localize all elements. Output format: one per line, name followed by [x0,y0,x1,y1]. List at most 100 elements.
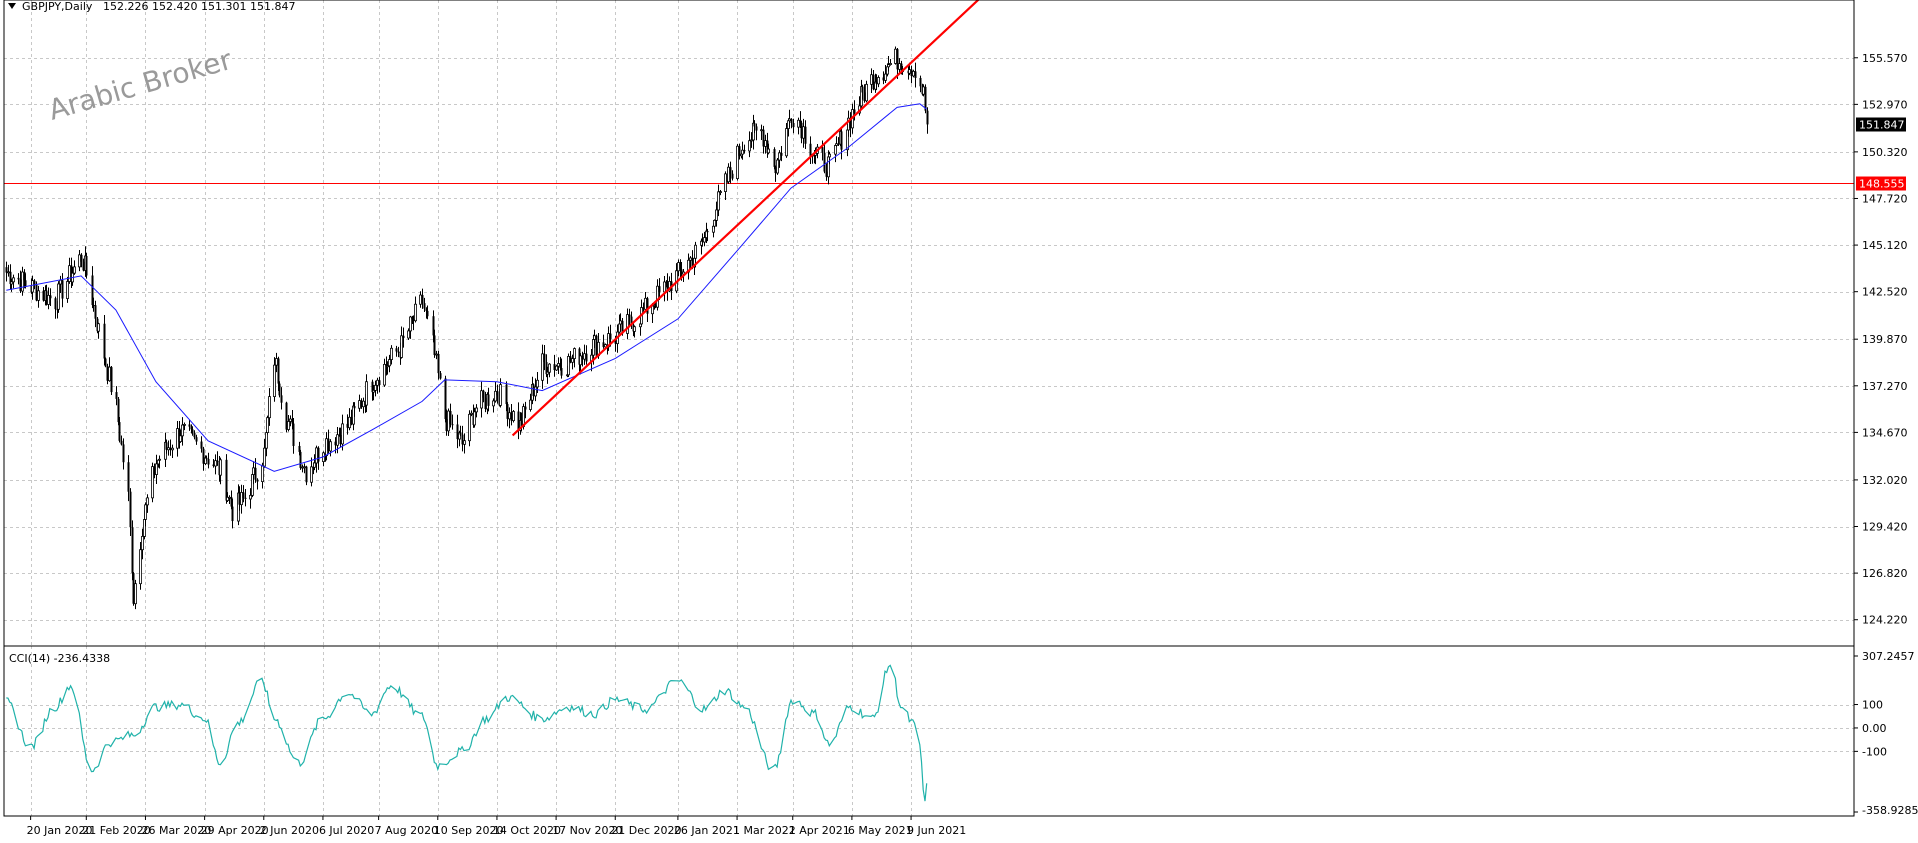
candle-body-bull [310,466,313,483]
time-axis-label: 20 Jan 2020 [27,824,93,837]
price-axis[interactable]: 155.570 152.970 150.320 147.720 145.120 142.5… [1854,52,1908,627]
level-price-tag [1856,176,1906,191]
time-axis-label: 17 Nov 2020 [552,824,622,837]
candle-body-bear [609,333,612,339]
price-axis-label: 137.270 [1862,380,1908,393]
candle-body-bear [658,286,661,292]
candle-body-bull [388,359,391,367]
candle-body-bear [299,451,302,468]
candle-body-bear [205,457,208,459]
price-axis-label: 155.570 [1862,52,1908,65]
trendline[interactable] [511,0,986,437]
time-axis-label: 26 Jan 2021 [674,824,740,837]
candle-body-bear [371,381,374,393]
candle-body-bear [743,150,746,152]
candle-body-bear [496,391,499,396]
candle-body-bull [593,335,596,340]
candle-body-bear [585,353,588,362]
candle-body-bull [313,462,316,468]
candle-body-bull [372,389,375,393]
candle-body-bear [849,118,852,128]
candle-body-bull [785,128,788,157]
candle-body-bear [305,466,308,483]
candle-body-bull [555,365,558,371]
candle-body-bear [23,272,26,281]
candle-body-bear [520,420,523,427]
candle-body-bull [219,459,222,476]
candle-body-bear [61,280,64,299]
candle-body-bull [694,244,697,259]
candle-body-bear [132,573,135,604]
candle-body-bull [329,441,332,452]
candle-body-bull [719,191,722,193]
candle-body-bear [131,527,134,574]
candle-body-bull [409,316,412,332]
candle-body-bear [91,275,94,306]
candle-body-bull [778,152,781,161]
candle-body-bear [5,267,8,273]
candle-body-bull [315,447,318,464]
candle-body-bull [870,74,873,85]
candle-body-bull [151,466,154,499]
time-axis-label: 2 Apr 2021 [789,824,850,837]
time-axis-label: 29 Apr 2020 [201,824,269,837]
candle-body-bear [487,394,490,406]
cci-axis[interactable]: 307.2457 100 0.00 -100 -358.9285 [1854,650,1918,817]
price-axis-label: 152.970 [1862,98,1908,111]
candle-body-bear [524,406,527,410]
candle-body-bear [360,400,363,407]
candle-body-bear [569,356,572,363]
time-axis-label: 10 Sep 2020 [434,824,504,837]
candle-body-bear [397,351,400,353]
candle-body-bear [169,447,172,450]
candle-body-bear [773,149,776,167]
candle-body-bull [249,494,252,500]
candle-body-bull [252,467,255,475]
candle-body-bull [390,347,393,360]
candle-body-bear [35,284,38,301]
candle-body-bull [776,159,779,174]
candle-body-bull [480,390,483,409]
candle-body-bear [120,440,123,445]
candle-body-bull [386,365,389,368]
candle-body-bear [456,424,459,440]
candle-body-bull [240,492,243,506]
candle-body-bear [506,404,509,419]
candle-body-bear [774,166,777,174]
time-axis-label: 21 Feb 2020 [82,824,150,837]
candle-body-bear [317,447,320,462]
candle-body-bull [414,303,417,322]
candle-body-bear [837,143,840,145]
candle-body-bull [470,412,473,415]
candle-body-bear [49,295,52,299]
cci-axis-label: -100 [1862,745,1887,758]
candle-body-bear [804,126,807,144]
candle-body-bull [633,326,636,332]
candle-body-bull [677,262,680,272]
candle-body-bull [447,410,450,432]
candle-body-bull [348,416,351,429]
candle-body-bear [729,167,732,174]
candle-body-bear [178,428,181,442]
price-axis-label: 145.120 [1862,239,1908,252]
candle-body-bear [42,290,45,301]
candle-body-bear [412,318,415,321]
candle-body-bull [567,356,570,376]
candle-body-bull [78,254,81,268]
price-axis-label: 139.870 [1862,333,1908,346]
candle-body-bear [230,497,233,507]
candle-body-bear [378,380,381,386]
candle-body-bear [762,129,765,147]
candle-body-bear [731,173,734,179]
candle-body-bull [494,390,497,402]
candle-body-bear [753,123,756,127]
chevron-down-icon[interactable] [8,3,16,9]
candle-body-bear [517,411,520,431]
candle-body-bear [327,438,330,451]
candle-body-bear [738,146,741,156]
cci-axis-label: 307.2457 [1862,650,1915,663]
candle-body-bear [165,442,168,450]
